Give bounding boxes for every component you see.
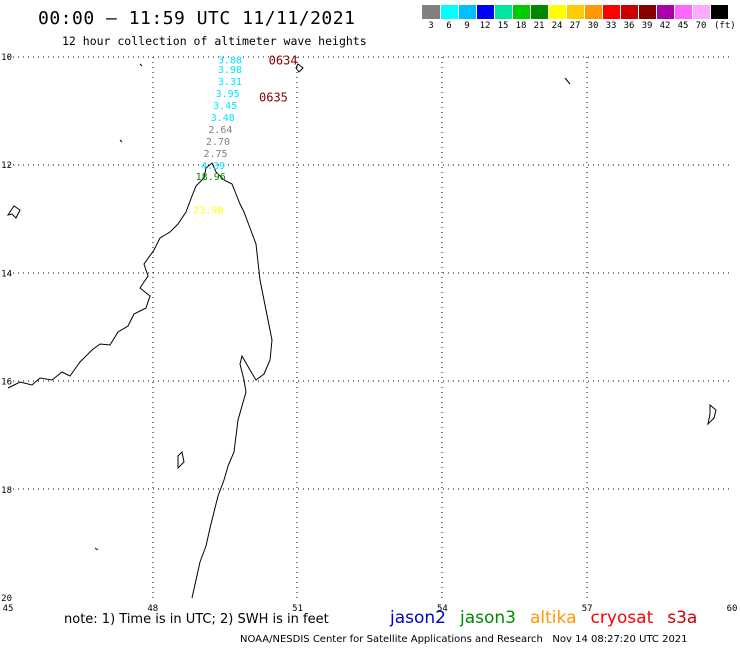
color-swatch [711,5,729,19]
wave-height-labels: 3.883.983.313.953.453.482.642.702.754.39… [193,56,242,217]
wave-height-label: 2.75 [203,149,227,160]
longitude-tick: 60 [727,604,738,614]
latitude-tick: -16 [0,378,12,388]
longitude-tick: 57 [582,604,593,614]
color-scale-ticks: 3 6 9 12 15 18 21 24 27 30 33 36 39 42 45 70 [422,21,710,31]
color-tick-label: 3 [428,21,434,31]
wave-height-label: 18.96 [196,172,226,183]
pass-time-labels: 0634 0635 [259,54,298,105]
wave-height-label: 3.48 [211,113,235,124]
satellite-legend-item: altika [530,608,577,628]
longitude-tick-labels: 45 48 51 54 57 60 [3,604,738,614]
color-swatch [477,5,495,19]
wave-height-label: 2.70 [206,137,230,148]
color-swatch [441,5,459,19]
footer-credit: NOAA/NESDIS Center for Satellite Applica… [240,634,688,645]
wave-height-label: 3.45 [213,101,237,112]
wave-height-label: 3.98 [218,65,242,76]
longitude-tick: 45 [3,604,14,614]
color-swatch [531,5,549,19]
satellite-legend: jason2 jason3 altika cryosat s3a [390,608,711,628]
color-swatch [567,5,585,19]
color-swatch [675,5,693,19]
color-swatch [585,5,603,19]
wave-height-label: 23.90 [193,206,223,217]
coastline-madagascar [6,63,717,599]
latitude-tick: -12 [0,161,12,171]
color-scale-unit: (ft) [714,21,736,31]
wave-height-label: 3.31 [218,77,242,88]
longitude-tick: 54 [437,604,448,614]
color-swatch [657,5,675,19]
map-title: 00:00 — 11:59 UTC 11/11/2021 [38,8,356,29]
color-swatch [422,5,441,19]
satellite-legend-item: jason2 [390,608,446,628]
satellite-legend-item: cryosat [590,608,654,628]
pass-time-label: 0635 [259,90,288,104]
color-tick-label: 6 [446,21,452,31]
longitude-tick: 48 [147,604,158,614]
color-tick-label: 27 [569,21,581,31]
color-tick-label: 24 [551,21,563,31]
wave-height-label: 4.39 [201,161,225,172]
footer-note: note: 1) Time is in UTC; 2) SWH is in fe… [64,612,329,627]
color-tick-label: 36 [623,21,635,31]
grid [8,56,732,598]
color-tick-label: 45 [677,21,689,31]
wave-height-label: 3.95 [216,89,240,100]
color-tick-label: 9 [464,21,470,31]
wave-height-label: 2.64 [208,125,232,136]
latitude-tick: -14 [0,269,12,279]
color-tick-label: 21 [533,21,545,31]
pass-time-label: 0634 [269,54,298,68]
color-tick-label: 33 [605,21,617,31]
wave-height-label: 3.88 [218,56,242,67]
latitude-tick-labels: -10 -12 -14 -16 -18 -20 [0,53,12,604]
color-swatch [693,5,711,19]
color-tick-label: 15 [497,21,509,31]
color-tick-label: 42 [659,21,671,31]
latitude-tick: -20 [0,594,12,604]
color-swatch [459,5,477,19]
color-tick-label: 39 [641,21,653,31]
color-tick-label: 30 [587,21,599,31]
map-subtitle: 12 hour collection of altimeter wave hei… [62,34,367,48]
color-swatch [495,5,513,19]
satellite-legend-item: jason3 [460,608,516,628]
color-tick-label: 12 [479,21,491,31]
color-tick-label: 70 [695,21,707,31]
color-swatch [603,5,621,19]
color-scale-bar [422,5,729,19]
color-swatch [549,5,567,19]
latitude-tick: -10 [0,53,12,63]
longitude-tick: 51 [292,604,303,614]
color-swatch [621,5,639,19]
latitude-tick: -18 [0,486,12,496]
satellite-legend-item: s3a [667,608,698,628]
color-swatch [513,5,531,19]
color-swatch [639,5,657,19]
color-tick-label: 18 [515,21,527,31]
